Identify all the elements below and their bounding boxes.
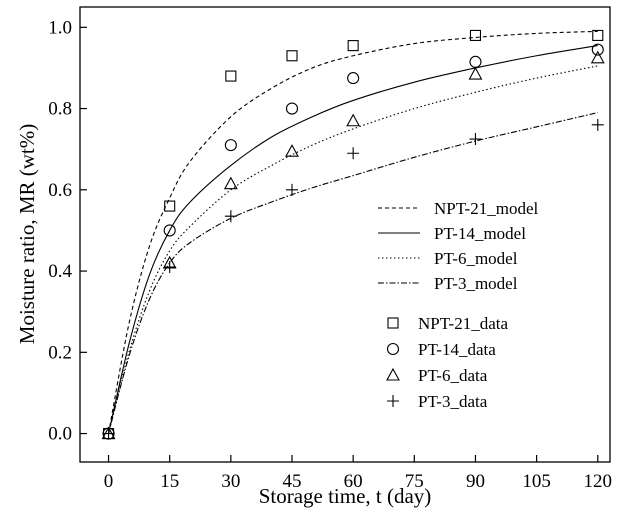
y-tick-label: 0.4 [48, 261, 72, 282]
legend-label-npt-21-model: NPT-21_model [434, 199, 538, 218]
data-point-pt-14-data [347, 72, 360, 85]
y-tick-label: 0.0 [48, 424, 72, 445]
y-tick-label: 0.6 [48, 180, 72, 201]
x-tick-label: 0 [104, 471, 114, 492]
data-point-pt-6-data [346, 113, 361, 127]
data-point-npt-21-data [347, 40, 359, 52]
data-point-pt-14-data [591, 43, 604, 56]
y-tick-label: 1.0 [48, 17, 72, 38]
legend-marker-pt-6-data [386, 367, 400, 381]
x-tick-label: 90 [466, 471, 485, 492]
data-point-pt-14-data [224, 139, 237, 152]
x-tick-label: 15 [160, 471, 179, 492]
y-axis-ticks: 0.0 0.2 0.4 0.6 0.8 1.0 [48, 17, 87, 445]
data-point-pt-14-data [469, 55, 482, 68]
plot-frame [79, 6, 611, 463]
data-point-pt-6-data [285, 144, 299, 157]
data-markers [101, 29, 605, 440]
legend-label-pt-6-data: PT-6_data [418, 366, 488, 385]
x-tick-label: 105 [522, 471, 551, 492]
data-point-npt-21-data [592, 29, 604, 41]
legend-marker-pt-3-data [387, 395, 399, 407]
data-point-pt-3-data [224, 210, 237, 223]
legend-label-pt-14-data: PT-14_data [418, 340, 496, 359]
x-tick-label: 30 [221, 471, 240, 492]
data-point-pt-3-data [347, 147, 360, 160]
x-axis-ticks: 0 15 30 45 60 75 90 105 120 [104, 455, 612, 492]
legend: NPT-21_model PT-14_model PT-6_model PT-3_mo… [378, 199, 538, 411]
data-point-npt-21-data [469, 29, 482, 41]
legend-marker-pt-14-data [386, 342, 400, 356]
data-point-pt-3-data [591, 118, 604, 131]
data-point-pt-14-data [285, 102, 299, 115]
data-point-pt-3-data [286, 183, 298, 196]
series-line-pt-3-model [108, 112, 598, 434]
legend-label-npt-21-data: NPT-21_data [418, 314, 508, 333]
x-axis-title: Storage time, t (day) [259, 484, 432, 508]
series-line-pt-6-model [108, 65, 598, 434]
legend-label-pt-3-model: PT-3_model [434, 274, 518, 293]
legend-marker-npt-21-data [387, 317, 399, 329]
x-tick-label: 120 [584, 471, 613, 492]
y-tick-label: 0.2 [48, 342, 72, 363]
legend-label-pt-6-model: PT-6_model [434, 249, 518, 268]
data-point-pt-6-data [590, 50, 605, 64]
x-tick-label: 75 [405, 471, 424, 492]
x-tick-label: 45 [283, 471, 302, 492]
data-point-npt-21-data [164, 200, 176, 212]
data-point-npt-21-data [286, 50, 298, 62]
data-point-pt-6-data [223, 176, 238, 190]
data-point-pt-3-data [102, 427, 115, 440]
legend-label-pt-14-model: PT-14_model [434, 224, 526, 243]
legend-label-pt-3-data: PT-3_data [418, 392, 488, 411]
data-point-npt-21-data [225, 70, 237, 82]
data-point-pt-14-data [163, 224, 176, 237]
data-point-pt-6-data [468, 66, 483, 80]
data-point-pt-3-data [469, 133, 482, 146]
data-point-pt-3-data [163, 261, 176, 273]
x-tick-label: 60 [344, 471, 363, 492]
y-axis-title: Moisture ratio, MR (wt%) [15, 124, 39, 344]
y-tick-label: 0.8 [48, 99, 72, 120]
